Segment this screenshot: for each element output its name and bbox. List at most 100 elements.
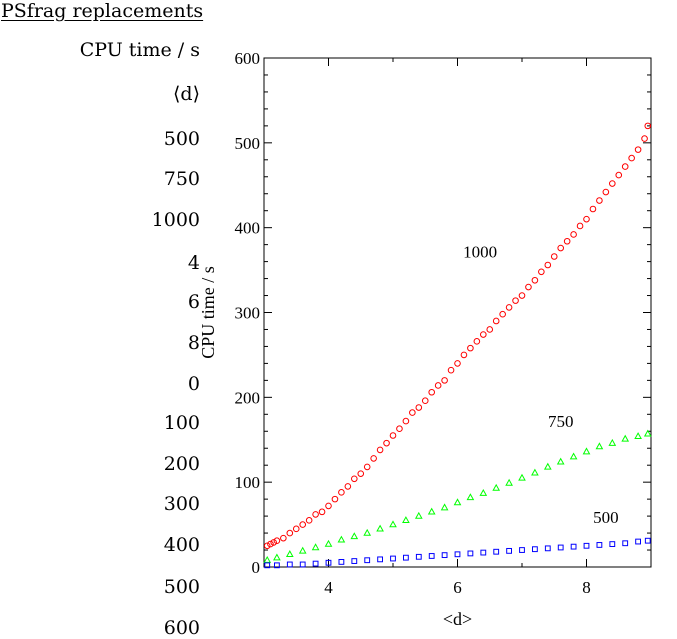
data-point-triangle	[285, 550, 294, 557]
data-point-square	[519, 547, 525, 553]
data-point-circle	[525, 283, 532, 291]
data-point-circle	[518, 292, 526, 299]
data-point-square	[622, 540, 629, 547]
data-point-square	[557, 544, 564, 551]
data-point-square	[467, 550, 474, 557]
data-point-square	[454, 551, 461, 558]
psfrag-item: 300	[163, 493, 200, 515]
data-point-circle	[344, 483, 352, 490]
data-point-triangle	[298, 546, 307, 554]
data-point-triangle	[634, 432, 642, 440]
data-point-circle	[467, 344, 474, 352]
data-point-square	[609, 541, 616, 547]
data-point-circle	[357, 470, 365, 477]
data-point-triangle	[643, 429, 652, 437]
x-tick-label: 8	[582, 578, 591, 597]
data-point-triangle	[389, 520, 397, 528]
data-point-circle	[363, 463, 371, 471]
data-point-circle	[644, 122, 652, 130]
data-point-circle	[318, 508, 326, 516]
plot-frame	[263, 57, 652, 568]
data-point-circle	[338, 489, 345, 496]
data-point-circle	[441, 377, 448, 384]
data-point-square	[299, 561, 306, 568]
y-tick-label: 600	[235, 49, 261, 68]
y-tick-label: 100	[235, 473, 261, 492]
x-tick-label: 6	[453, 578, 462, 597]
data-point-circle	[312, 511, 319, 518]
data-point-circle	[473, 338, 481, 345]
data-point-triangle	[273, 553, 281, 561]
axes	[263, 57, 652, 568]
data-point-square	[351, 558, 358, 564]
data-point-square	[377, 556, 384, 563]
data-point-triangle	[350, 532, 359, 540]
psfrag-item: 8	[187, 332, 200, 354]
y-tick-label: 200	[235, 388, 261, 407]
data-point-circle	[499, 310, 506, 318]
data-point-square	[480, 549, 487, 556]
data-point-square	[312, 560, 319, 567]
data-point-circle	[396, 425, 403, 433]
data-point-circle	[570, 231, 577, 238]
data-point-circle	[492, 317, 500, 325]
data-point-triangle	[595, 442, 604, 450]
data-point-triangle	[440, 503, 449, 511]
data-point-circle	[267, 540, 274, 548]
data-point-square	[570, 543, 577, 550]
data-point-triangle	[376, 524, 384, 532]
data-point-square	[286, 561, 293, 568]
data-point-triangle	[466, 493, 475, 501]
data-point-triangle	[621, 434, 630, 442]
data-point-circle	[299, 521, 307, 528]
data-point-circle	[325, 502, 332, 510]
data-point-triangle	[337, 535, 346, 543]
data-point-circle	[376, 446, 384, 454]
data-point-circle	[402, 417, 410, 425]
psfrag-heading: PSfrag replacements	[1, 0, 204, 22]
data-point-circle	[263, 542, 271, 550]
data-point-triangle	[518, 473, 526, 481]
data-point-circle	[331, 495, 339, 503]
data-point-circle	[628, 154, 635, 162]
data-point-triangle	[311, 543, 320, 551]
data-point-circle	[505, 304, 513, 311]
data-point-circle	[280, 534, 287, 542]
data-point-triangle	[556, 457, 565, 465]
data-point-square	[338, 559, 345, 565]
data-point-triangle	[492, 483, 501, 491]
data-point-square	[403, 554, 409, 561]
data-point-square	[274, 562, 280, 569]
psfrag-item: 100	[163, 412, 200, 434]
data-point-circle	[409, 409, 416, 416]
data-point-circle	[544, 261, 552, 269]
data-point-triangle	[543, 462, 552, 470]
data-point-circle	[351, 475, 358, 483]
data-point-circle	[583, 215, 590, 223]
chart-labels: 0 100 200 300 400 500 600 4 6 8 <d> CPU time / s 100…	[198, 49, 619, 629]
data-point-circle	[286, 529, 294, 537]
y-tick-label: 500	[235, 134, 261, 153]
data-point-circle	[305, 517, 313, 524]
data-point-circle	[389, 432, 397, 439]
data-point-square	[493, 548, 500, 555]
data-point-square	[390, 555, 396, 562]
y-tick-label: 0	[252, 558, 261, 577]
data-point-circle	[428, 388, 436, 396]
data-point-circle	[370, 455, 377, 462]
data-point-triangle	[263, 555, 272, 563]
data-point-triangle	[414, 511, 423, 519]
data-point-circle	[454, 360, 461, 367]
data-point-circle	[589, 205, 597, 213]
data-point-circle	[596, 197, 603, 204]
y-tick-label: 400	[235, 219, 261, 238]
data-point-circle	[531, 276, 539, 284]
data-point-triangle	[363, 528, 372, 536]
psfrag-item: 750	[163, 168, 200, 190]
data-point-circle	[415, 404, 423, 411]
data-point-circle	[550, 253, 558, 260]
x-tick-label: 4	[324, 578, 333, 597]
data-point-square	[364, 557, 371, 564]
data-point-square	[635, 538, 642, 545]
data-point-circle	[460, 351, 468, 359]
